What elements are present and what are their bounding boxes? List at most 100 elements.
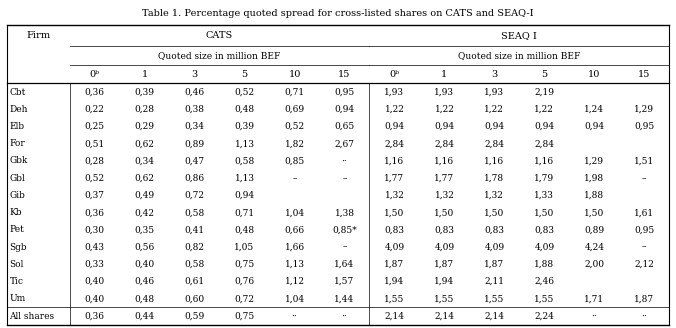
Text: 2,67: 2,67 xyxy=(335,139,354,148)
Text: 2,14: 2,14 xyxy=(435,312,454,320)
Text: 3: 3 xyxy=(191,70,197,79)
Text: 2,84: 2,84 xyxy=(485,139,504,148)
Text: SEAQ I: SEAQ I xyxy=(502,31,537,40)
Text: 1,55: 1,55 xyxy=(434,294,454,303)
Text: 1,16: 1,16 xyxy=(435,156,454,166)
Text: 1,79: 1,79 xyxy=(534,174,554,183)
Text: 0,36: 0,36 xyxy=(84,88,105,96)
Text: 2,14: 2,14 xyxy=(385,312,404,320)
Text: 1,87: 1,87 xyxy=(435,260,454,269)
Text: 1,13: 1,13 xyxy=(235,139,255,148)
Text: 1: 1 xyxy=(141,70,148,79)
Text: 0,62: 0,62 xyxy=(135,174,155,183)
Text: 0,83: 0,83 xyxy=(385,225,404,235)
Text: 0,52: 0,52 xyxy=(235,88,255,96)
Text: 0,52: 0,52 xyxy=(285,122,305,131)
Text: 1,22: 1,22 xyxy=(535,105,554,114)
Text: 0,89: 0,89 xyxy=(584,225,604,235)
Text: 1,04: 1,04 xyxy=(285,294,305,303)
Text: 1,50: 1,50 xyxy=(534,208,554,217)
Text: 4,24: 4,24 xyxy=(584,243,604,252)
Text: Um: Um xyxy=(9,294,26,303)
Text: 1,32: 1,32 xyxy=(385,191,404,200)
Text: 0,46: 0,46 xyxy=(185,88,205,96)
Text: 1,29: 1,29 xyxy=(634,105,654,114)
Text: 0,38: 0,38 xyxy=(185,105,205,114)
Text: 0,40: 0,40 xyxy=(135,260,155,269)
Text: Cbt: Cbt xyxy=(9,88,26,96)
Text: Gbk: Gbk xyxy=(9,156,28,166)
Text: 5: 5 xyxy=(241,70,247,79)
Text: 0,58: 0,58 xyxy=(185,208,205,217)
Text: 0,39: 0,39 xyxy=(135,88,155,96)
Text: 0,95: 0,95 xyxy=(634,122,654,131)
Text: 0,28: 0,28 xyxy=(84,156,105,166)
Text: 1,16: 1,16 xyxy=(385,156,404,166)
Text: 1,78: 1,78 xyxy=(484,174,504,183)
Text: 1,55: 1,55 xyxy=(534,294,554,303)
Text: 0,33: 0,33 xyxy=(84,260,105,269)
Text: 2,14: 2,14 xyxy=(485,312,504,320)
Text: 10: 10 xyxy=(588,70,600,79)
Text: 0,52: 0,52 xyxy=(84,174,105,183)
Text: 0,89: 0,89 xyxy=(185,139,205,148)
Text: 1,88: 1,88 xyxy=(534,260,554,269)
Text: 0,30: 0,30 xyxy=(84,225,105,235)
Text: 0ᵇ: 0ᵇ xyxy=(389,70,400,79)
Text: ··: ·· xyxy=(341,312,347,320)
Text: 0,40: 0,40 xyxy=(84,294,105,303)
Text: ··: ·· xyxy=(291,312,297,320)
Text: 0,94: 0,94 xyxy=(385,122,404,131)
Text: 0,65: 0,65 xyxy=(335,122,355,131)
Text: Firm: Firm xyxy=(26,31,50,40)
Text: 2,84: 2,84 xyxy=(435,139,454,148)
Text: 2,19: 2,19 xyxy=(534,88,554,96)
Text: 0,47: 0,47 xyxy=(185,156,205,166)
Text: 1: 1 xyxy=(441,70,448,79)
Text: 0,29: 0,29 xyxy=(135,122,155,131)
Text: 1,87: 1,87 xyxy=(385,260,404,269)
Text: 5: 5 xyxy=(541,70,548,79)
Text: 0,71: 0,71 xyxy=(285,88,305,96)
Text: 0,58: 0,58 xyxy=(235,156,255,166)
Text: –: – xyxy=(292,174,297,183)
Text: –: – xyxy=(342,243,347,252)
Text: 1,16: 1,16 xyxy=(534,156,554,166)
Text: 4,09: 4,09 xyxy=(484,243,504,252)
Text: 1,94: 1,94 xyxy=(385,277,404,286)
Text: 0,72: 0,72 xyxy=(235,294,255,303)
Text: 1,77: 1,77 xyxy=(435,174,454,183)
Text: 0,69: 0,69 xyxy=(285,105,305,114)
Text: 1,50: 1,50 xyxy=(584,208,604,217)
Text: Kb: Kb xyxy=(9,208,22,217)
Text: 0,94: 0,94 xyxy=(484,122,504,131)
Text: 4,09: 4,09 xyxy=(385,243,404,252)
Text: 0,43: 0,43 xyxy=(84,243,105,252)
Text: 0,85: 0,85 xyxy=(285,156,305,166)
Text: 0,36: 0,36 xyxy=(84,208,105,217)
Text: 1,71: 1,71 xyxy=(584,294,604,303)
Text: 0,40: 0,40 xyxy=(84,277,105,286)
Text: 0,34: 0,34 xyxy=(185,122,205,131)
Text: –: – xyxy=(642,174,646,183)
Text: 1,32: 1,32 xyxy=(435,191,454,200)
Text: 0,48: 0,48 xyxy=(135,294,155,303)
Text: 0,48: 0,48 xyxy=(235,225,255,235)
Text: 0,94: 0,94 xyxy=(335,105,354,114)
Text: Gib: Gib xyxy=(9,191,25,200)
Text: 0ᵇ: 0ᵇ xyxy=(90,70,99,79)
Text: 0,60: 0,60 xyxy=(185,294,205,303)
Text: 2,46: 2,46 xyxy=(534,277,554,286)
Text: 0,56: 0,56 xyxy=(135,243,155,252)
Text: 0,59: 0,59 xyxy=(185,312,205,320)
Text: –: – xyxy=(642,243,646,252)
Text: 4,09: 4,09 xyxy=(534,243,554,252)
Text: 0,37: 0,37 xyxy=(84,191,105,200)
Text: 0,76: 0,76 xyxy=(235,277,255,286)
Text: 0,83: 0,83 xyxy=(435,225,454,235)
Text: 0,41: 0,41 xyxy=(185,225,205,235)
Text: 1,13: 1,13 xyxy=(285,260,304,269)
Text: 1,93: 1,93 xyxy=(485,88,504,96)
Text: 0,94: 0,94 xyxy=(435,122,454,131)
Text: 15: 15 xyxy=(338,70,351,79)
